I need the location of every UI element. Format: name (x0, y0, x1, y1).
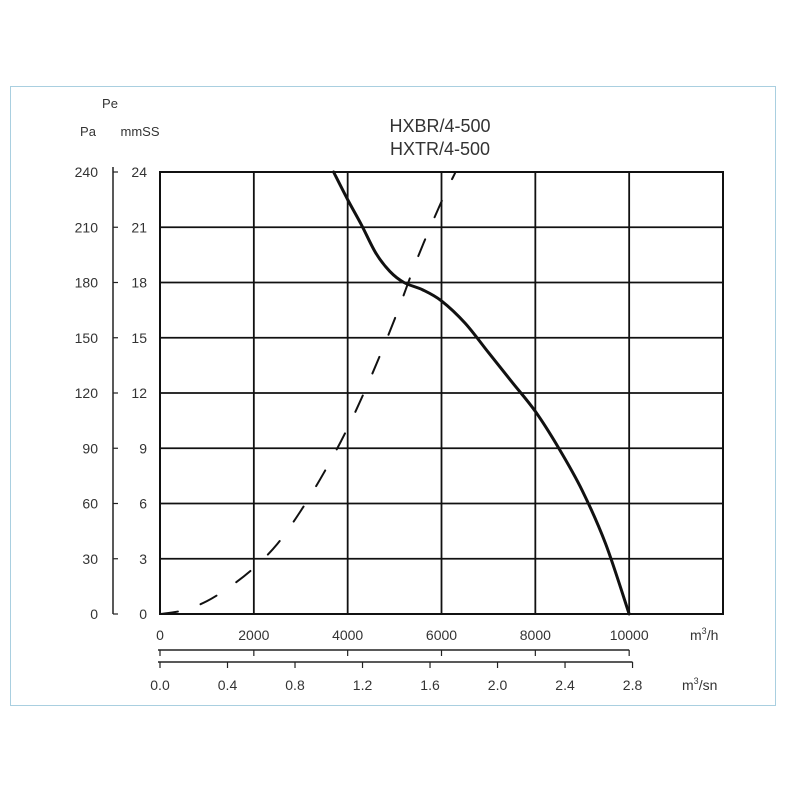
x-primary-unit-sup: 3 (702, 626, 707, 636)
y-pa-tick-label-8: 240 (75, 164, 99, 180)
x-secondary-unit-base: m (682, 677, 694, 693)
y-mmss-tick-label-4: 12 (131, 385, 147, 401)
y-pa-tick-label-1: 30 (82, 551, 98, 567)
y-pa-tick-label-6: 180 (75, 275, 99, 291)
x-secondary-unit-tail: /sn (699, 677, 718, 693)
y-pa-tick-label-5: 150 (75, 330, 99, 346)
y-mmss-tick-label-8: 24 (131, 164, 147, 180)
x-secondary-tick-label-3: 1.2 (353, 677, 373, 693)
x-axis-secondary-unit: m3/sn (682, 676, 717, 693)
x-secondary-tick-label-1: 0.4 (218, 677, 238, 693)
x-secondary-tick-label-6: 2.4 (555, 677, 575, 693)
series-line-solid (332, 170, 631, 616)
x-axis-primary-unit: m3/h (690, 626, 718, 643)
y-pa-tick-label-2: 60 (82, 496, 98, 512)
x-secondary-tick-label-5: 2.0 (488, 677, 508, 693)
y-pa-tick-label-4: 120 (75, 385, 99, 401)
x-secondary-tick-label-7: 2.8 (623, 677, 643, 693)
y-axis-mmss-label: mmSS (121, 124, 160, 139)
y-mmss-tick-label-6: 18 (131, 275, 147, 291)
series-lines (159, 170, 631, 616)
x-secondary-unit-sup: 3 (694, 676, 699, 686)
y-pa-tick-label-0: 0 (90, 606, 98, 622)
x-primary-tick-label-5: 10000 (610, 627, 649, 643)
x-primary-tick-label-0: 0 (156, 627, 164, 643)
x-primary-tick-label-1: 2000 (238, 627, 269, 643)
series-line-dashed (159, 171, 457, 615)
x-primary-unit-tail: /h (707, 627, 719, 643)
chart-title-line-1: HXBR/4-500 (389, 116, 490, 136)
y-mmss-tick-label-2: 6 (139, 496, 147, 512)
y-axis-pa-label: Pa (80, 124, 97, 139)
y-mmss-tick-label-1: 3 (139, 551, 147, 567)
x-secondary-tick-label-2: 0.8 (285, 677, 305, 693)
y-pa-tick-label-7: 210 (75, 219, 99, 235)
x-secondary-tick-label-0: 0.0 (150, 677, 170, 693)
axes (112, 167, 634, 668)
x-primary-tick-label-3: 6000 (426, 627, 457, 643)
y-mmss-tick-label-3: 9 (139, 440, 147, 456)
y-pa-tick-label-3: 90 (82, 440, 98, 456)
x-secondary-tick-label-4: 1.6 (420, 677, 440, 693)
x-primary-tick-label-4: 8000 (520, 627, 551, 643)
chart-title-line-2: HXTR/4-500 (390, 139, 490, 159)
y-mmss-tick-label-0: 0 (139, 606, 147, 622)
y-mmss-tick-label-7: 21 (131, 219, 147, 235)
y-axis-group-label: Pe (102, 96, 118, 111)
x-primary-tick-label-2: 4000 (332, 627, 363, 643)
x-primary-unit-base: m (690, 627, 702, 643)
grid (159, 171, 724, 615)
y-mmss-tick-label-5: 15 (131, 330, 147, 346)
chart-frame (10, 86, 776, 706)
